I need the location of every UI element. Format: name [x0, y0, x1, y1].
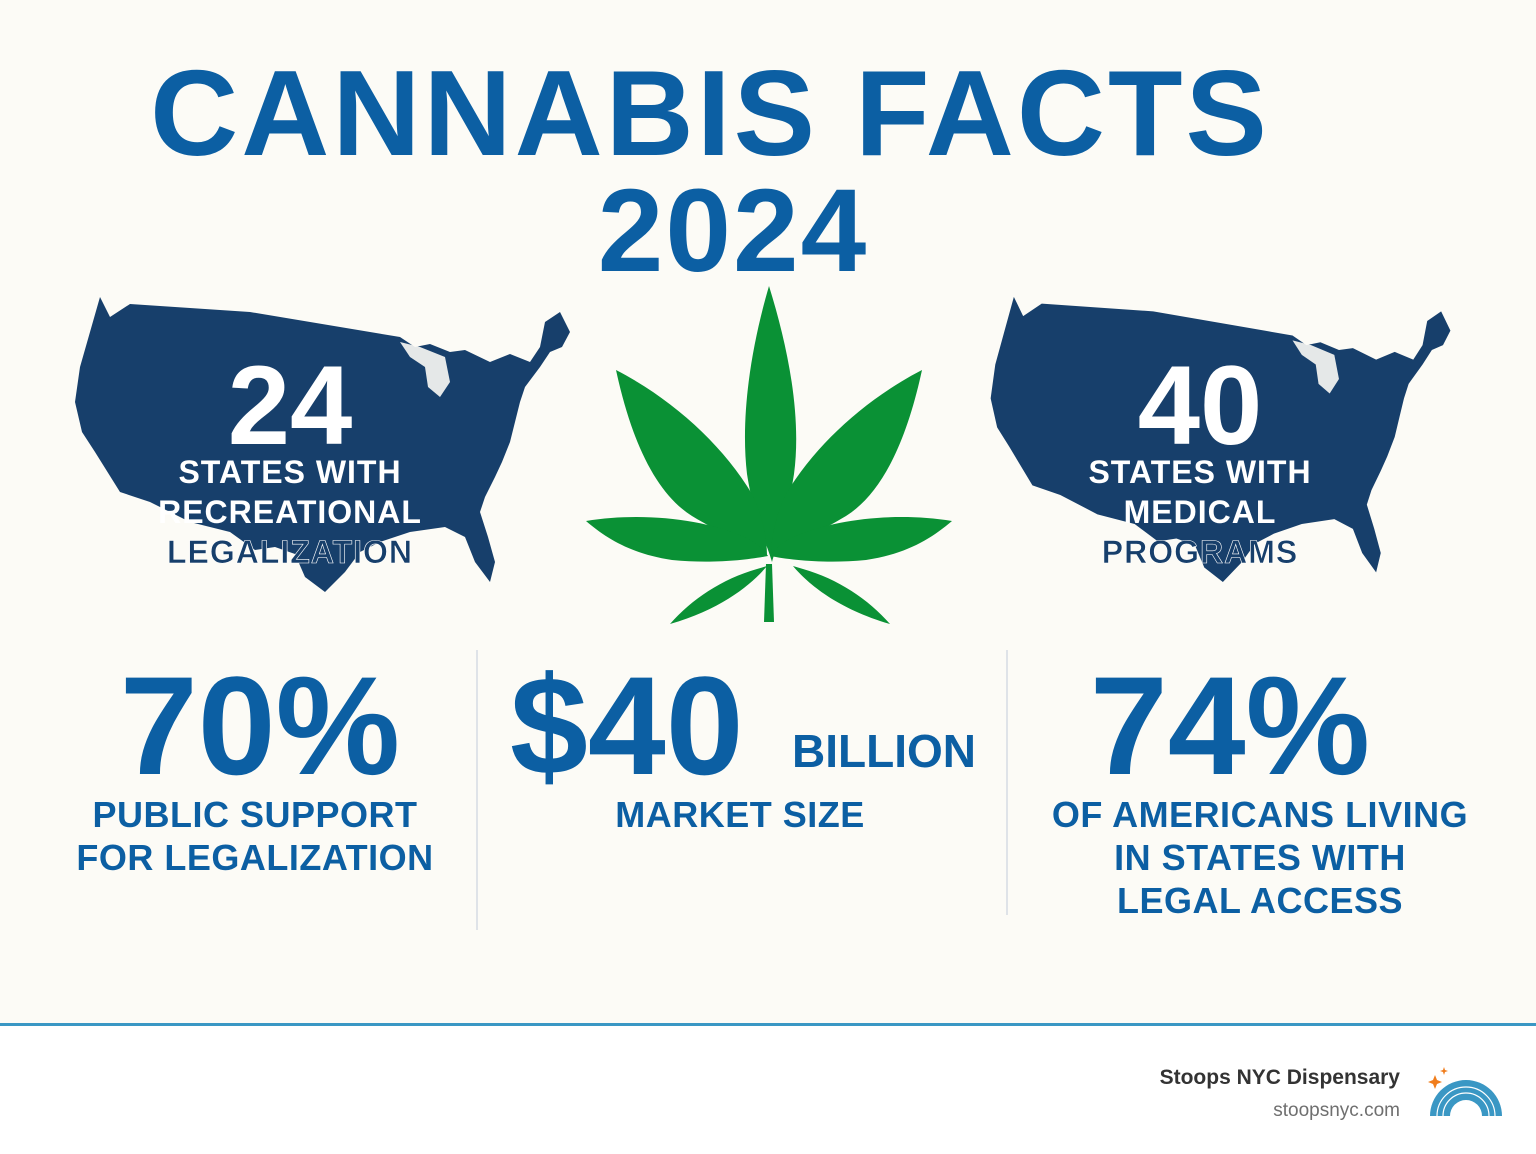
medical-states-count: 40: [1137, 343, 1263, 468]
label-line: RECREATIONAL: [158, 494, 422, 530]
brand-url-link[interactable]: stoopsnyc.com: [1273, 1100, 1400, 1121]
label-line: STATES WITH: [1088, 454, 1312, 490]
label-line: MARKET SIZE: [615, 794, 865, 835]
footer: [0, 1026, 1536, 1154]
label-line: STATES WITH: [178, 454, 402, 490]
recreational-states-label: STATES WITH RECREATIONAL LEGALIZATION: [120, 452, 460, 572]
footer-divider-line: [0, 1023, 1536, 1026]
recreational-states-count: 24: [227, 343, 353, 468]
medical-states-label: STATES WITH MEDICAL PROGRAMS: [1030, 452, 1370, 572]
us-map-icon: [70, 292, 576, 592]
market-size-unit: BILLION: [792, 725, 976, 777]
page-title-year: 2024: [597, 165, 869, 297]
us-map-icon: [986, 292, 1456, 582]
divider: [1006, 650, 1008, 915]
legal-access-percent: 74%: [1089, 647, 1371, 804]
label-line: LEGALIZATION: [166, 534, 414, 571]
label-line: LEGAL ACCESS: [1116, 880, 1404, 921]
label-line: PROGRAMS: [1101, 534, 1299, 571]
label-line: PUBLIC SUPPORT: [92, 794, 418, 835]
legal-access-label: OF AMERICANS LIVING IN STATES WITH LEGAL…: [1030, 793, 1490, 922]
label-line: MEDICAL: [1123, 494, 1277, 530]
market-size-label: MARKET SIZE: [540, 793, 940, 836]
label-line: IN STATES WITH: [1114, 837, 1406, 878]
divider: [476, 650, 478, 930]
cannabis-leaf-icon: [572, 284, 966, 630]
label-line: FOR LEGALIZATION: [76, 837, 434, 878]
page-title: CANNABIS FACTS: [150, 45, 1270, 181]
public-support-percent: 70%: [119, 647, 401, 804]
public-support-label: PUBLIC SUPPORT FOR LEGALIZATION: [40, 793, 470, 879]
market-size-value: $40: [510, 647, 744, 804]
rainbow-sparkle-logo-icon: [1424, 1062, 1508, 1118]
brand-name: Stoops NYC Dispensary: [1159, 1066, 1400, 1089]
label-line: OF AMERICANS LIVING: [1051, 794, 1469, 835]
